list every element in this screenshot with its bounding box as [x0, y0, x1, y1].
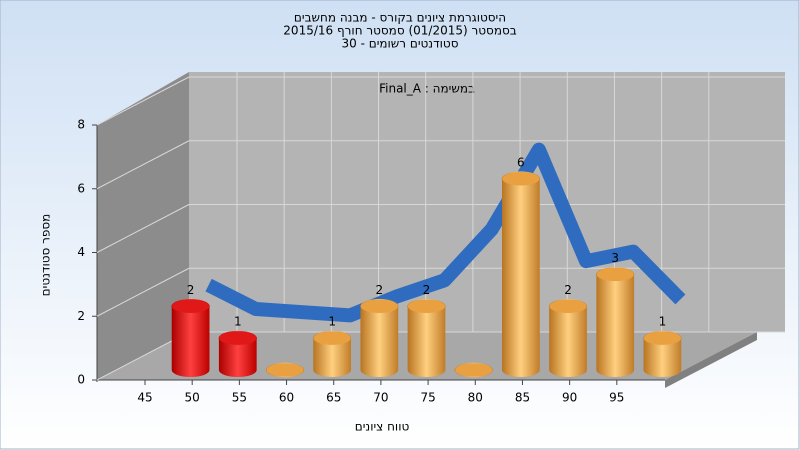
grid-line [96, 204, 190, 253]
annotation: Final_A : במשימה [379, 82, 475, 96]
value-label: 1 [234, 315, 242, 329]
bar-top [454, 362, 493, 378]
grid-line [96, 76, 190, 126]
value-label: 1 [659, 315, 667, 329]
x-tick-label: 85 [515, 391, 530, 405]
bar [360, 306, 399, 377]
x-tick-label: 80 [468, 391, 483, 405]
bar [501, 178, 540, 378]
y-tick-label: 4 [77, 245, 85, 259]
bar [171, 306, 210, 377]
title: בסמסטר (01/2015) סמסטר חורף 2015/16 [283, 24, 516, 38]
bar-top [548, 299, 588, 314]
bar [313, 338, 352, 377]
bar-top [360, 299, 399, 314]
bar-top [643, 330, 682, 346]
value-label: 2 [187, 283, 195, 297]
value-label: 2 [564, 283, 572, 297]
title: היסטוגרמת ציונים בקורס - מבנה מחשבים [294, 11, 506, 25]
back-wall [189, 72, 785, 332]
bar-top [171, 299, 210, 314]
x-tick-label: 95 [609, 391, 624, 405]
x-tick-label: 45 [137, 391, 152, 405]
bar-top [407, 299, 446, 314]
grid-line [96, 267, 190, 317]
y-tick-label: 6 [77, 181, 85, 195]
bar [549, 306, 587, 377]
x-tick-label: 90 [562, 391, 577, 405]
bar-top [313, 330, 352, 346]
bar-top [265, 362, 305, 378]
trend-ribbon [205, 142, 686, 323]
x-tick-label: 55 [232, 391, 247, 405]
value-label: 3 [611, 251, 619, 265]
bar [596, 274, 635, 377]
bar [643, 338, 682, 377]
bar-top [501, 171, 540, 186]
value-label: 2 [375, 283, 383, 297]
x-tick-label: 75 [420, 391, 435, 405]
x-tick-label: 50 [185, 391, 200, 405]
bar-top [596, 267, 635, 282]
x-tick-label: 60 [279, 391, 294, 405]
value-label: 1 [328, 315, 336, 329]
bar-top [218, 330, 257, 346]
bar [407, 306, 446, 378]
title: סטודנטים רשומים - 30 [341, 37, 458, 51]
y-tick-label: 0 [77, 373, 85, 387]
x-axis-label: טווח ציונים [355, 420, 410, 434]
x-tick-label: 70 [373, 391, 388, 405]
grid-line [96, 140, 190, 190]
y-axis-label: מספר סטודנטים [39, 214, 53, 297]
value-label: 2 [423, 283, 431, 297]
value-label: 6 [517, 155, 525, 169]
x-tick-label: 65 [326, 391, 341, 405]
left-wall [97, 72, 189, 380]
bar [218, 338, 257, 377]
floor-edge [665, 332, 757, 388]
y-tick-label: 2 [77, 309, 85, 323]
y-tick-label: 8 [77, 118, 85, 132]
